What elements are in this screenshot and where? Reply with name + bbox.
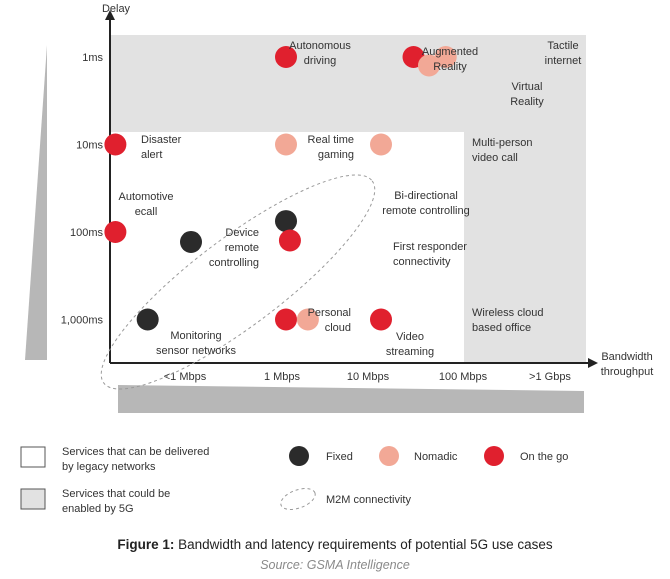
point-label: Real time gaming [308,134,354,161]
legend-area-swatch [20,488,46,510]
legend-grouping-marker [280,488,316,510]
data-point [278,229,301,252]
data-point [136,308,159,331]
y-tick-label: 1ms [82,52,103,64]
point-label: Disaster alert [141,134,182,161]
figure-caption-prefix: Figure 1: [117,537,175,552]
data-point [104,133,127,156]
legend-area-label: Services that can be delivered by legacy … [62,446,209,473]
data-point [434,46,457,68]
point-label: Autonomous driving [289,40,351,67]
m2m-grouping-ellipse [100,174,376,390]
legend-category-label: Nomadic [414,451,458,463]
data-point [296,308,319,331]
x-axis-title: Bandwidth throughput [601,351,654,378]
figure-caption: Figure 1: Bandwidth and latency requirem… [0,537,670,552]
y-axis-title: Delay [102,3,131,15]
point-label: Automotive ecall [118,191,173,218]
data-point [275,46,297,68]
point-label: Wireless cloud based office [472,307,544,334]
x-tick-label: 1 Mbps [264,371,301,383]
y-tick-label: 10ms [76,140,103,152]
data-point [275,133,297,156]
legend-grouping-label: M2M connectivity [326,494,411,506]
y-tick-label: 1,000ms [61,315,104,327]
point-label: First responder connectivity [393,241,467,268]
legend-category-label: Fixed [326,451,353,463]
figure-source: Source: GSMA Intelligence [260,558,410,572]
legend-area-swatch [20,446,46,468]
x-tick-label: >1 Gbps [529,371,571,383]
y-tick-label: 100ms [70,227,104,239]
x-tick-label: <1 Mbps [164,371,207,383]
legend-category-marker [379,446,399,466]
x-tick-label: 100 Mbps [439,371,488,383]
data-point [370,308,392,331]
x-axis-arrow [588,358,598,368]
point-label: Video streaming [386,331,434,358]
point-label: Bi-directional remote controlling [382,190,469,217]
data-point [275,308,297,331]
point-label: Device remote controlling [209,227,259,269]
region-5g-high-bandwidth [464,132,586,363]
y-axis-arrow [105,10,115,20]
point-label: Personal cloud [308,307,351,334]
point-label: Multi-person video call [472,137,533,164]
point-label: Virtual Reality [510,81,544,108]
figure-caption-text: Bandwidth and latency requirements of po… [174,537,553,552]
x-tick-label: 10 Mbps [347,371,390,383]
point-label: Tactile internet [545,40,582,67]
bandwidth-wedge [118,385,584,413]
legend-area-label: Services that could be enabled by 5G [62,488,170,515]
legend-category-marker [289,446,309,466]
data-point [417,54,440,77]
data-point [370,133,392,156]
region-5g-low-delay [110,35,586,132]
point-label: Augmented Reality [422,46,478,73]
figure-canvas: <1 Mbps 1 Mbps 10 Mbps 100 Mbps >1 Gbps 1ms 10… [20,3,654,515]
data-point [275,210,297,233]
point-label: Monitoring sensor networks [156,330,237,357]
data-point [104,221,127,243]
data-point [180,230,202,253]
legend-category-marker [484,446,504,466]
legend-category-label: On the go [520,451,568,463]
delay-wedge [25,45,47,360]
